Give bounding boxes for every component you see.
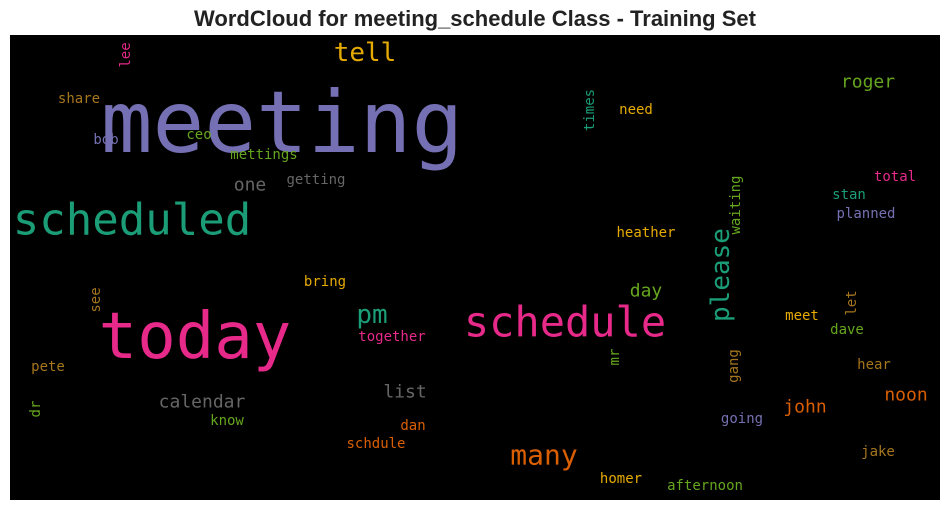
word-mettings: mettings — [230, 147, 297, 163]
word-heather: heather — [616, 225, 675, 241]
word-noon: noon — [884, 385, 927, 406]
word-need: need — [619, 102, 653, 118]
chart-title: WordCloud for meeting_schedule Class - T… — [194, 6, 756, 31]
word-share: share — [58, 91, 100, 107]
word-dan: dan — [400, 418, 425, 434]
wordcloud-canvas: meeting today scheduled schedule please many t… — [10, 35, 940, 500]
word-mr: mr — [607, 349, 623, 366]
wordcloud-svg: meeting today scheduled schedule please many t… — [13, 38, 928, 494]
word-pete: pete — [31, 359, 65, 375]
word-tell: tell — [334, 38, 397, 68]
word-dr: dr — [28, 401, 44, 418]
word-hear: hear — [857, 357, 891, 373]
word-calendar: calendar — [159, 392, 246, 413]
word-lee: lee — [118, 42, 134, 67]
word-dave: dave — [830, 322, 864, 338]
word-see: see — [88, 287, 104, 312]
word-bob: bob — [93, 132, 118, 148]
word-bring: bring — [304, 274, 346, 290]
word-pm: pm — [356, 300, 387, 330]
word-let: let — [844, 290, 860, 315]
word-getting: getting — [286, 172, 345, 188]
word-know: know — [210, 413, 244, 429]
word-stan: stan — [832, 187, 866, 203]
word-gang: gang — [726, 349, 742, 383]
word-please: please — [706, 228, 736, 322]
word-together: together — [358, 329, 425, 345]
word-day: day — [630, 281, 663, 302]
word-total: total — [874, 169, 916, 185]
word-going: going — [721, 411, 763, 427]
word-one: one — [234, 175, 267, 196]
word-afternoon: afternoon — [667, 478, 743, 494]
word-times: times — [582, 89, 598, 131]
word-roger: roger — [841, 72, 895, 93]
word-scheduled: scheduled — [13, 195, 251, 246]
word-jake: jake — [861, 444, 895, 460]
word-meeting: meeting — [101, 73, 463, 173]
word-many: many — [510, 439, 577, 472]
word-list: list — [383, 382, 426, 403]
word-schdule: schdule — [346, 436, 405, 452]
word-homer: homer — [600, 471, 642, 487]
word-planned: planned — [836, 206, 895, 222]
word-schedule: schedule — [464, 298, 666, 347]
word-john: john — [783, 397, 826, 418]
word-waiting: waiting — [728, 175, 744, 234]
word-today: today — [99, 300, 292, 374]
word-ceo: ceo — [186, 127, 211, 143]
word-meet: meet — [785, 308, 819, 324]
